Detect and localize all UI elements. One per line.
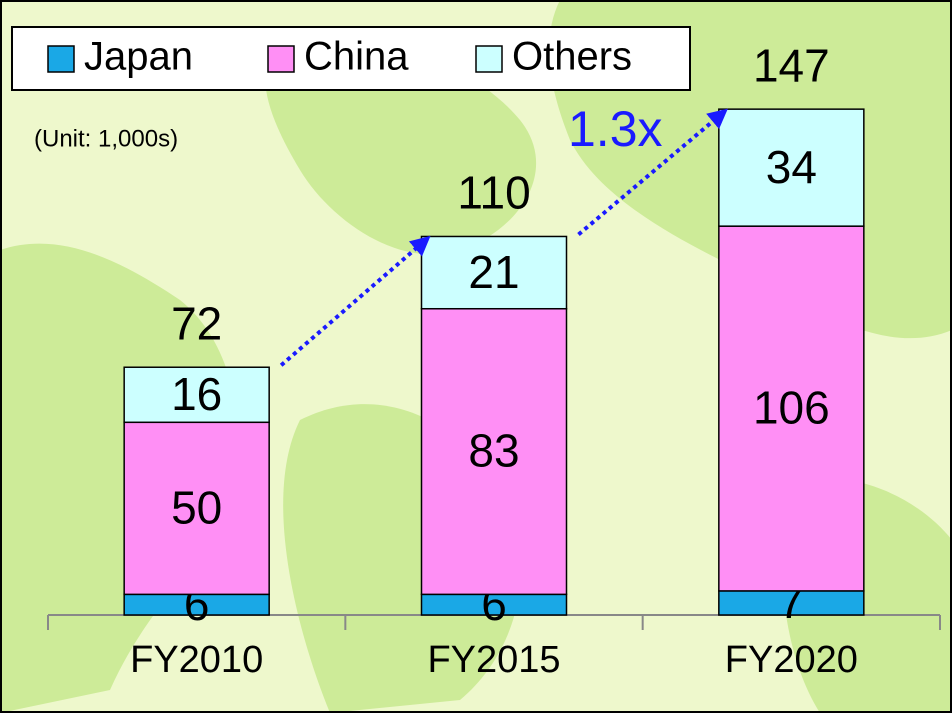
bar-segment bbox=[420, 307, 568, 596]
unit-note: (Unit: 1,000s) bbox=[34, 125, 178, 152]
data-label: 83 bbox=[468, 425, 519, 477]
data-label: 16 bbox=[171, 368, 222, 420]
x-tick-label: FY2010 bbox=[130, 639, 263, 681]
legend-label: Japan bbox=[84, 35, 193, 79]
data-label: 21 bbox=[468, 246, 519, 298]
growth-annotation: 1.3x bbox=[568, 101, 663, 157]
data-label: 50 bbox=[171, 481, 222, 533]
total-label: 110 bbox=[457, 167, 530, 219]
legend-swatch bbox=[475, 45, 503, 73]
bar-segment bbox=[718, 108, 865, 227]
bar-segment bbox=[123, 366, 270, 424]
data-label: 106 bbox=[753, 382, 830, 434]
data-label: 34 bbox=[766, 141, 817, 193]
x-tick-label: FY2020 bbox=[725, 639, 858, 681]
bar-segment bbox=[718, 225, 865, 592]
bar-segment bbox=[123, 421, 270, 596]
total-label: 72 bbox=[171, 297, 222, 349]
legend bbox=[11, 26, 691, 91]
total-label: 147 bbox=[753, 39, 830, 91]
bar-segment bbox=[718, 590, 865, 616]
legend-swatch bbox=[267, 45, 295, 73]
legend-label: Others bbox=[512, 35, 632, 79]
legend-swatch bbox=[47, 45, 75, 73]
growth-arrow bbox=[279, 235, 431, 367]
legend-label: China bbox=[304, 35, 409, 79]
x-tick-label: FY2015 bbox=[427, 639, 560, 681]
bar-segment bbox=[420, 235, 568, 310]
